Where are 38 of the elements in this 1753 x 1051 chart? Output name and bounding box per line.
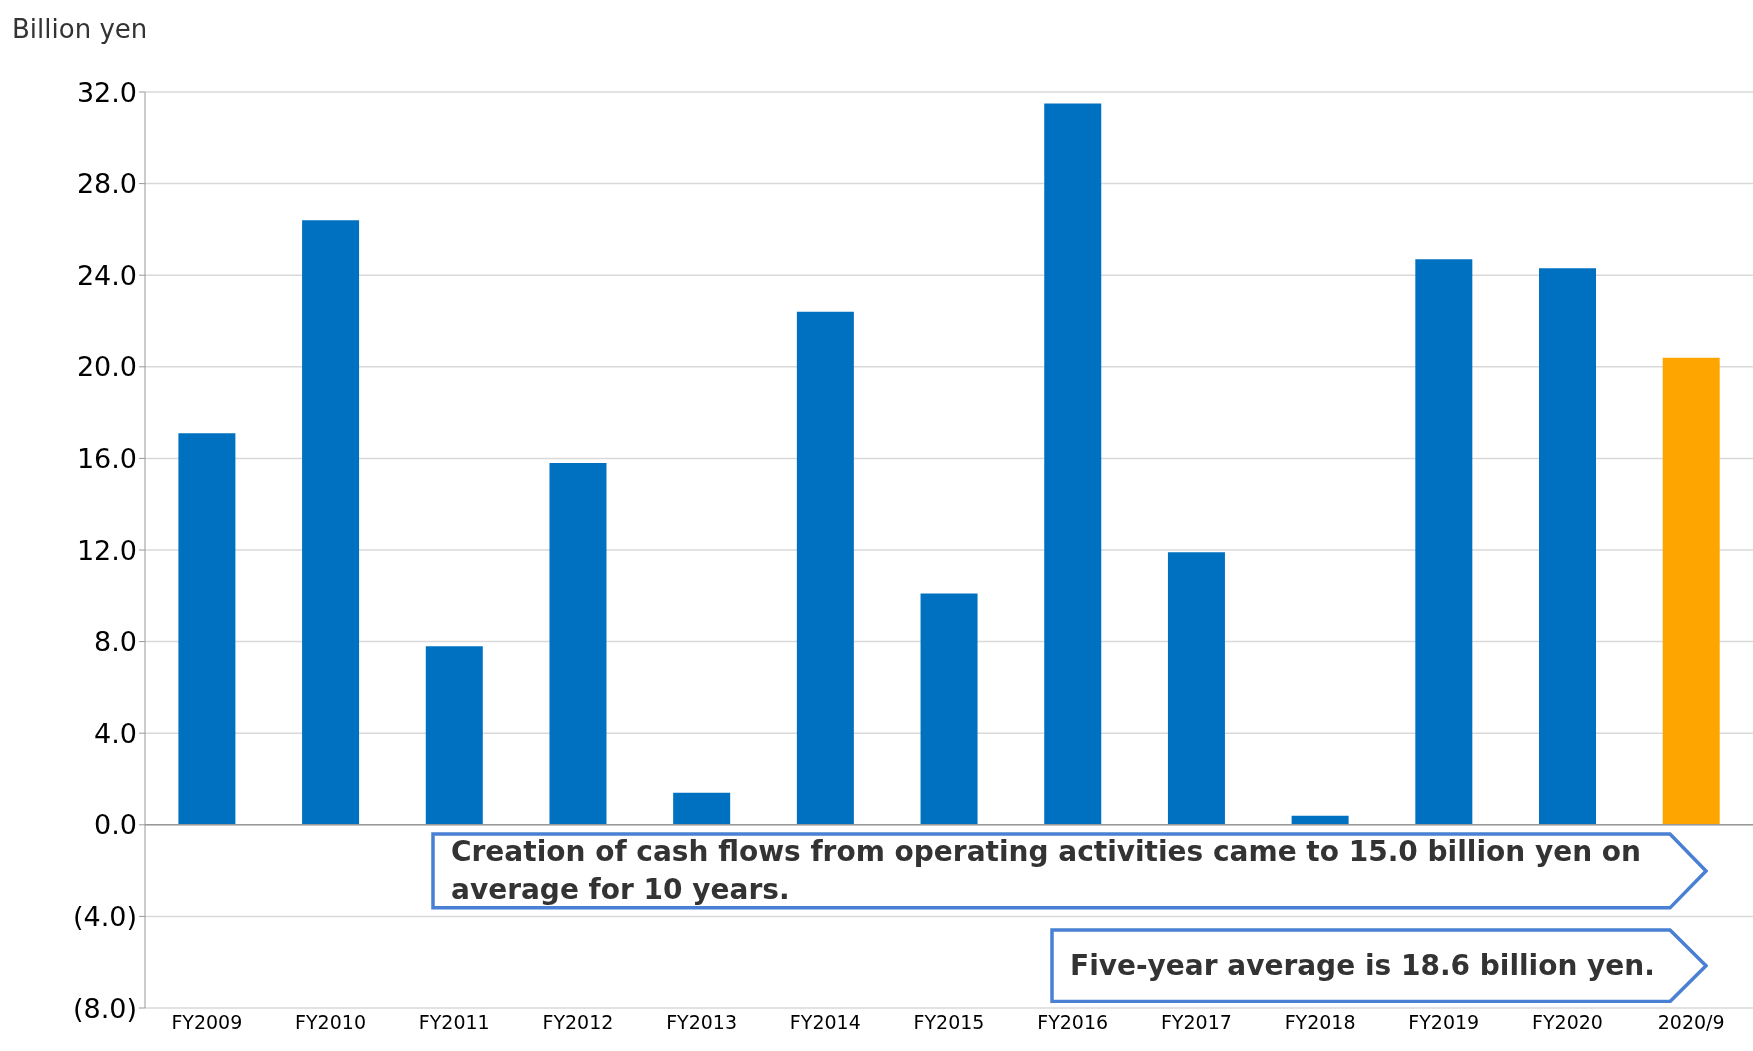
y-tick-label: 12.0 bbox=[76, 534, 137, 566]
bar bbox=[1044, 103, 1102, 825]
x-tick-label: FY2016 bbox=[1037, 1011, 1109, 1034]
bar bbox=[796, 311, 854, 825]
x-tick-label: FY2009 bbox=[171, 1011, 243, 1034]
x-tick-label: FY2010 bbox=[295, 1011, 366, 1034]
y-tick-label: 8.0 bbox=[94, 626, 137, 658]
bar bbox=[425, 646, 483, 825]
x-tick-label: FY2014 bbox=[789, 1011, 861, 1034]
y-tick-label: 24.0 bbox=[76, 259, 137, 291]
x-tick-label: FY2017 bbox=[1160, 1011, 1232, 1034]
bar bbox=[1539, 268, 1597, 825]
y-tick-label: 16.0 bbox=[76, 442, 137, 474]
bar bbox=[673, 792, 731, 825]
x-tick-label: FY2013 bbox=[666, 1011, 738, 1034]
bar bbox=[549, 462, 607, 825]
y-tick-label: 32.0 bbox=[76, 76, 137, 108]
bar bbox=[1662, 357, 1720, 825]
y-axis-title: Billion yen bbox=[12, 14, 148, 44]
annotation: Five-year average is 18.6 billion yen. bbox=[1070, 947, 1656, 984]
y-tick-label: 20.0 bbox=[76, 351, 137, 383]
bar bbox=[920, 593, 978, 825]
x-tick-label: FY2019 bbox=[1408, 1011, 1480, 1034]
x-tick-label: FY2012 bbox=[542, 1011, 614, 1034]
bar bbox=[1415, 259, 1473, 825]
y-tick-label: (4.0) bbox=[72, 900, 137, 932]
x-tick-label: FY2015 bbox=[913, 1011, 985, 1034]
y-tick-label: (8.0) bbox=[72, 992, 137, 1024]
y-tick-label: 4.0 bbox=[94, 717, 137, 749]
x-tick-label: 2020/9 bbox=[1657, 1011, 1725, 1034]
bar bbox=[1167, 552, 1225, 825]
y-tick-label: 0.0 bbox=[94, 809, 137, 841]
bar bbox=[302, 220, 360, 825]
bar bbox=[178, 433, 236, 825]
x-tick-label: FY2018 bbox=[1284, 1011, 1356, 1034]
x-tick-label: FY2020 bbox=[1532, 1011, 1603, 1034]
x-tick-label: FY2011 bbox=[418, 1011, 490, 1034]
y-tick-label: 28.0 bbox=[76, 168, 137, 200]
